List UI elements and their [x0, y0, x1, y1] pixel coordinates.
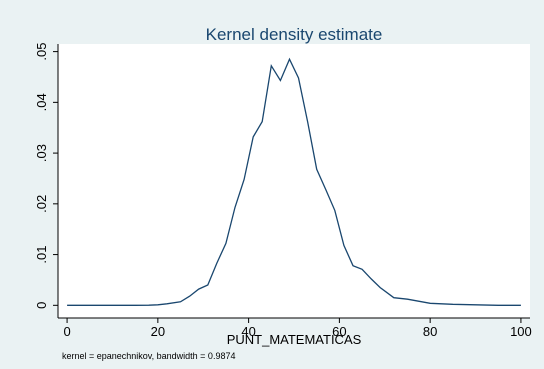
x-tick-label: 60 — [332, 324, 346, 339]
x-tick-label: 40 — [241, 324, 255, 339]
y-tick-label: .05 — [34, 43, 49, 61]
y-tick-label: .02 — [34, 195, 49, 213]
x-tick-label: 100 — [510, 324, 532, 339]
x-tick-label: 80 — [423, 324, 437, 339]
y-tick-label: .01 — [34, 246, 49, 264]
x-tick-label: 0 — [63, 324, 70, 339]
y-tick-label: 0 — [34, 302, 49, 309]
plot-area — [58, 44, 530, 318]
y-axis: 0 .01 .02 .03 .04 .05 — [34, 43, 59, 318]
x-axis: 0 20 40 60 80 100 — [58, 317, 532, 339]
chart-title: Kernel density estimate — [206, 25, 383, 44]
y-tick-label: .03 — [34, 144, 49, 162]
density-line — [67, 57, 521, 306]
x-axis-title: PUNT_MATEMATICAS — [227, 332, 362, 347]
x-tick-label: 20 — [151, 324, 165, 339]
y-tick-label: .04 — [34, 93, 49, 111]
kernel-note: kernel = epanechnikov, bandwidth = 0.987… — [62, 351, 235, 361]
